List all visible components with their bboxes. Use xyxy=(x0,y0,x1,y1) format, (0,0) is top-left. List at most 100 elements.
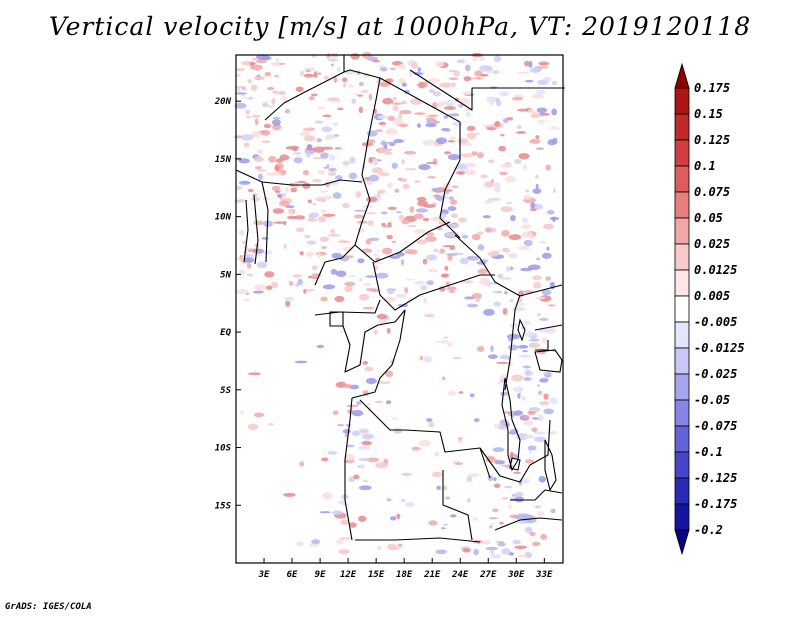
lon-tick-label: 15E xyxy=(368,570,385,580)
velocity-speckle xyxy=(530,113,541,119)
velocity-speckle xyxy=(486,280,492,288)
velocity-speckle xyxy=(321,246,327,250)
velocity-speckle xyxy=(537,511,545,517)
velocity-speckle xyxy=(308,543,320,547)
velocity-speckle xyxy=(440,127,451,131)
velocity-speckle xyxy=(469,473,480,477)
lakes xyxy=(501,318,563,492)
velocity-speckle xyxy=(499,391,509,396)
velocity-speckle xyxy=(444,336,449,339)
velocity-speckle xyxy=(426,280,434,286)
angola-zambia-border xyxy=(442,470,473,541)
velocity-speckle xyxy=(485,457,498,463)
velocity-speckle xyxy=(453,70,460,77)
velocity-speckle xyxy=(234,102,247,109)
velocity-speckle xyxy=(483,308,495,316)
velocity-speckle xyxy=(529,234,534,240)
vertical-velocity-field xyxy=(233,51,560,559)
velocity-speckle xyxy=(489,525,493,529)
velocity-speckle xyxy=(465,111,471,117)
velocity-speckle xyxy=(240,134,254,141)
velocity-speckle xyxy=(260,129,271,136)
colorbar: 0.175 0.15 0.125 0.1 0.075 0.05 0.025 0.0125 0.0… xyxy=(674,62,745,556)
velocity-speckle xyxy=(336,107,344,111)
velocity-speckle xyxy=(384,78,394,84)
velocity-speckle xyxy=(477,268,488,275)
velocity-speckle xyxy=(482,215,491,219)
chad-car-border xyxy=(354,221,451,263)
velocity-speckle xyxy=(358,293,370,301)
velocity-speckle xyxy=(289,281,294,286)
velocity-speckle xyxy=(413,112,426,115)
velocity-speckle xyxy=(252,290,264,294)
velocity-speckle xyxy=(401,498,406,503)
velocity-speckle xyxy=(398,77,406,85)
velocity-speckle xyxy=(487,251,500,257)
velocity-speckle xyxy=(342,160,350,166)
velocity-speckle xyxy=(317,72,322,75)
velocity-speckle xyxy=(445,232,458,237)
velocity-speckle xyxy=(451,82,456,88)
velocity-speckle xyxy=(392,105,399,112)
velocity-speckle xyxy=(436,195,443,202)
congo-drc-border xyxy=(351,309,406,399)
velocity-speckle xyxy=(413,72,424,76)
velocity-speckle xyxy=(299,251,304,256)
colorbar-segment xyxy=(674,347,690,375)
velocity-speckle xyxy=(242,253,255,258)
velocity-speckle xyxy=(274,190,281,193)
velocity-speckle xyxy=(358,485,372,491)
velocity-speckle xyxy=(416,196,427,202)
velocity-speckle xyxy=(368,93,373,101)
velocity-speckle xyxy=(490,554,502,559)
velocity-speckle xyxy=(327,234,341,237)
velocity-speckle xyxy=(255,59,268,64)
velocity-speckle xyxy=(487,474,494,481)
velocity-speckle xyxy=(422,258,428,265)
velocity-speckle xyxy=(337,423,345,427)
velocity-speckle xyxy=(358,106,363,114)
velocity-speckle xyxy=(363,283,372,286)
velocity-speckle xyxy=(350,53,360,60)
velocity-speckle xyxy=(549,126,560,130)
velocity-speckle xyxy=(536,384,541,387)
velocity-speckle xyxy=(529,67,541,73)
velocity-speckle xyxy=(373,261,385,265)
velocity-speckle xyxy=(330,63,335,67)
velocity-speckle xyxy=(553,188,557,194)
velocity-speckle xyxy=(505,265,512,273)
velocity-speckle xyxy=(356,401,362,406)
velocity-speckle xyxy=(543,408,555,415)
velocity-speckle xyxy=(527,412,536,416)
colorbar-segment xyxy=(674,503,690,531)
libya-niger-border xyxy=(264,55,345,121)
velocity-speckle xyxy=(404,249,418,255)
colorbar-label: 0.175 xyxy=(694,81,730,95)
velocity-speckle xyxy=(473,77,484,80)
velocity-speckle xyxy=(433,248,438,253)
velocity-speckle xyxy=(313,71,318,78)
velocity-speckle xyxy=(414,180,421,183)
velocity-speckle xyxy=(329,154,336,162)
velocity-speckle xyxy=(416,239,428,245)
velocity-speckle xyxy=(538,390,542,396)
velocity-speckle xyxy=(310,93,318,97)
velocity-speckle xyxy=(536,257,541,261)
velocity-speckle xyxy=(493,301,501,307)
velocity-speckle xyxy=(295,86,304,93)
velocity-speckle xyxy=(328,167,337,172)
velocity-speckle xyxy=(532,275,542,281)
lat-tick-label: 5N xyxy=(220,270,231,280)
velocity-speckle xyxy=(426,418,433,422)
velocity-speckle xyxy=(379,66,388,72)
velocity-speckle xyxy=(247,78,252,84)
velocity-speckle xyxy=(536,107,547,114)
velocity-speckle xyxy=(383,151,393,155)
velocity-speckle xyxy=(320,296,328,302)
velocity-speckle xyxy=(426,254,437,261)
velocity-speckle xyxy=(480,174,488,179)
grads-credit: GrADS: IGES/COLA xyxy=(5,602,92,612)
velocity-speckle xyxy=(326,53,331,59)
velocity-speckle xyxy=(376,313,388,320)
